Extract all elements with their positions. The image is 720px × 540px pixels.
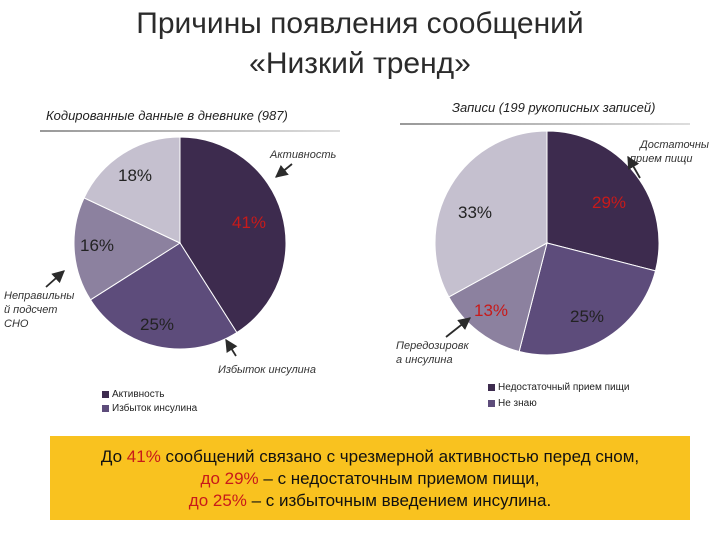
annotation-activity: Активность [269,149,337,161]
summary-line-2: до 29% – с недостаточным приемом пищи, [56,468,684,490]
pie-slice [83,136,181,244]
pie1-label-excess: 25% [140,315,174,334]
summary-text: сообщений связано с чрезмерной активност… [160,447,640,466]
summary-text: – с недостаточным приемом пищи, [258,469,540,488]
annotation-wrong-line3: СНО [4,318,29,330]
legend-label: Активность [112,388,165,400]
page-title: Причины появления сообщений «Низкий трен… [0,4,720,84]
annotation-insufficient-line2: прием пищи [630,153,693,165]
summary-line-1: До 41% сообщений связано с чрезмерной ак… [56,446,684,468]
pie-slice [518,242,657,356]
legend-item: Активность [102,387,197,401]
pie2-label-dont-know: 25% [570,307,604,326]
pie1-label-wrong-count: 16% [80,236,114,255]
chart2-title: Записи (199 рукописных записей) [452,100,656,115]
annotation-insufficient-line1: Достаточны [638,139,709,151]
legend-item: Избыток инсулина [102,401,197,415]
legend-label: Недостаточный прием пищи [498,381,630,393]
chart1-title-underline [40,130,340,132]
summary-line-3: до 25% – с избыточным введением инсулина… [56,490,684,512]
legend-swatch [488,399,495,407]
legend-item: Недостаточный прием пищи [488,380,629,394]
pie-chart-records [434,130,660,356]
legend-swatch [102,404,109,412]
pie-slice [448,242,548,353]
pie-slice [434,130,548,298]
arrow-excess-icon [225,338,238,357]
annotation-overdose-line1: Передозировк [396,340,469,352]
pie-slice [179,136,287,334]
pie2-label-insufficient: 29% [592,193,626,212]
title-line-1: Причины появления сообщений [136,7,584,40]
legend-label: Не знаю [498,397,537,409]
annotation-wrong-line1: Неправильны [4,290,74,302]
pie1-label-other: 18% [118,166,152,185]
annotation-overdose-line2: а инсулина [396,354,453,366]
title-line-2: «Низкий тренд» [249,47,471,80]
pie-slice [89,242,238,350]
legend-item: Не знаю [488,396,629,410]
annotation-excess: Избыток инсулина [218,364,316,376]
legend-swatch [102,390,109,398]
arrow-activity-icon [275,163,293,178]
pie2-label-overdose: 13% [474,301,508,320]
pie2-label-other: 33% [458,203,492,222]
annotation-wrong-line2: й подсчет [4,304,57,316]
pie-chart-diary [73,136,287,350]
legend-label: Избыток инсулина [112,402,198,414]
legend-chart2: Недостаточный прием пищи Не знаю [488,380,629,410]
summary-box: До 41% сообщений связано с чрезмерной ак… [50,436,690,520]
summary-text: До [100,447,127,466]
arrow-insufficient-icon [627,155,641,179]
summary-text: – с избыточным введением инсулина. [246,491,552,510]
summary-highlight: 41% [126,447,161,466]
chart1-title: Кодированные данные в дневнике (987) [46,108,288,123]
arrow-wrong-count-icon [45,270,65,288]
summary-highlight: до 29% [200,469,259,488]
pie-slice [73,197,182,301]
pie-slice [546,130,660,272]
legend-chart1: Активность Избыток инсулина [102,387,197,415]
pie1-label-activity: 41% [232,213,266,232]
arrow-overdose-icon [445,317,471,338]
summary-highlight: до 25% [188,491,247,510]
chart2-title-underline [400,123,690,125]
legend-swatch [488,383,495,391]
